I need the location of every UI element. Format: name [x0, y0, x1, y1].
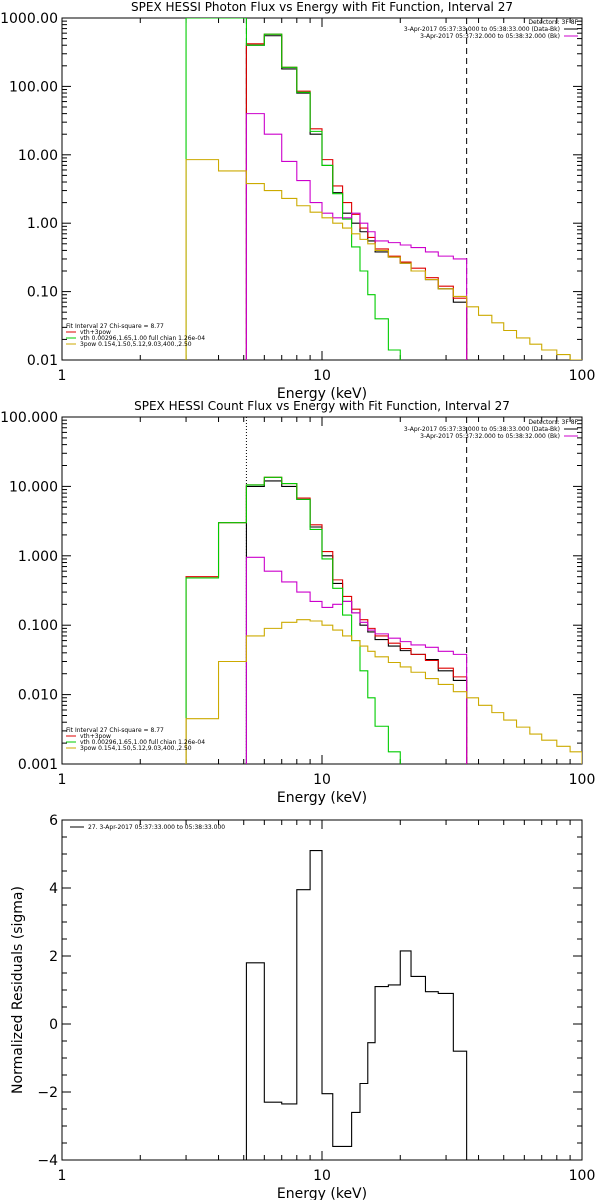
fit-legend-label: vth 0.00296,1.65,1.00 full chian 1.26e-0… [80, 335, 205, 342]
fit-legend-label: vth+3pow [80, 329, 111, 336]
x-tick-label: 1 [58, 772, 67, 788]
chart-title: SPEX HESSI Count Flux vs Energy with Fit… [134, 399, 510, 413]
series-vth-3pow [245, 33, 468, 360]
y-tick-label: 100.00 [9, 79, 58, 95]
y-tick-label: 100.000 [0, 410, 58, 426]
series-3pow [185, 159, 582, 360]
series-vth [185, 476, 401, 764]
series-data-bk [245, 35, 468, 360]
legend-heading: Detectors: 3F 8F [528, 419, 578, 426]
panel-2: SPEX HESSI Count Flux vs Energy with Fit… [0, 399, 595, 806]
y-tick-label: 2 [49, 949, 58, 965]
legend-heading: Detectors: 3F 8F [528, 19, 578, 26]
y-tick-label: 0 [49, 1017, 58, 1033]
series-vth-3pow [185, 476, 468, 764]
x-tick-label: 10 [313, 368, 331, 384]
series-group [185, 18, 582, 360]
y-tick-label: 0.010 [18, 688, 58, 704]
y-tick-label: −2 [37, 1085, 58, 1101]
series-vth [185, 18, 401, 360]
x-axis-label: Energy (keV) [277, 1186, 367, 1200]
legend-label: 3-Apr-2017 05:37:32.000 to 05:38:32.000 … [420, 433, 560, 440]
x-tick-label: 100 [569, 368, 596, 384]
x-tick-label: 100 [569, 1168, 596, 1184]
y-tick-label: 1.00 [27, 216, 58, 232]
y-tick-label: 0.10 [27, 285, 58, 301]
series-bk [245, 113, 468, 360]
y-tick-label: 1000.00 [0, 11, 58, 27]
fit-legend-label: 3pow 0.154,1.50,5.12,9.03,400.,2.50 [80, 341, 192, 348]
y-tick-label: 6 [49, 813, 58, 829]
chart-title: SPEX HESSI Photon Flux vs Energy with Fi… [131, 0, 513, 14]
series-group [185, 476, 582, 764]
y-tick-label: 4 [49, 881, 58, 897]
y-tick-label: 0.01 [27, 353, 58, 369]
x-tick-label: 1 [58, 1168, 67, 1184]
plot-frame [61, 416, 583, 765]
fit-legend-label: vth+3pow [80, 733, 111, 740]
y-tick-label: 0.001 [18, 757, 58, 773]
series-group [245, 850, 468, 1160]
legend-label: 27. 3-Apr-2017 05:37:33.000 to 05:38:33.… [88, 824, 225, 831]
series-data-bk [245, 480, 468, 764]
x-axis-label: Energy (keV) [277, 386, 367, 402]
y-axis-label: Normalized Residuals (sigma) [10, 886, 26, 1094]
fit-legend-label: vth 0.00296,1.65,1.00 full chian 1.26e-0… [80, 739, 205, 746]
legend-label: 3-Apr-2017 05:37:33.000 to 05:38:33.000 … [404, 26, 560, 33]
y-tick-label: 10.000 [9, 479, 58, 495]
panel-3: 1 10 100 6 4 2 0 −2 −4 Energy (keV) Normalized Res… [10, 813, 595, 1200]
series-3pow [185, 619, 582, 764]
y-tick-label: 1.000 [18, 549, 58, 565]
fit-legend-label: 3pow 0.154,1.50,5.12,9.03,400.,2.50 [80, 745, 192, 752]
x-tick-label: 10 [313, 772, 331, 788]
x-tick-label: 10 [313, 1168, 331, 1184]
x-axis-label: Energy (keV) [277, 790, 367, 806]
legend-label: 3-Apr-2017 05:37:33.000 to 05:38:33.000 … [404, 426, 560, 433]
fit-legend-heading: Fit Interval 27 Chi-square = 8.77 [66, 727, 164, 734]
fit-legend-heading: Fit Interval 27 Chi-square = 8.77 [66, 323, 164, 330]
x-tick-label: 100 [569, 772, 596, 788]
y-tick-label: −4 [37, 1153, 58, 1169]
y-tick-label: 0.100 [18, 618, 58, 634]
legend-label: 3-Apr-2017 05:37:32.000 to 05:38:32.000 … [420, 33, 560, 40]
x-tick-label: 1 [58, 368, 67, 384]
series-27-3-apr-2017-05-37-33-000-to-05-38-33-000 [245, 850, 468, 1160]
y-tick-label: 10.00 [18, 148, 58, 164]
plot-frame [61, 17, 583, 361]
series-bk [245, 556, 468, 764]
panel-1: SPEX HESSI Photon Flux vs Energy with Fi… [0, 0, 595, 402]
